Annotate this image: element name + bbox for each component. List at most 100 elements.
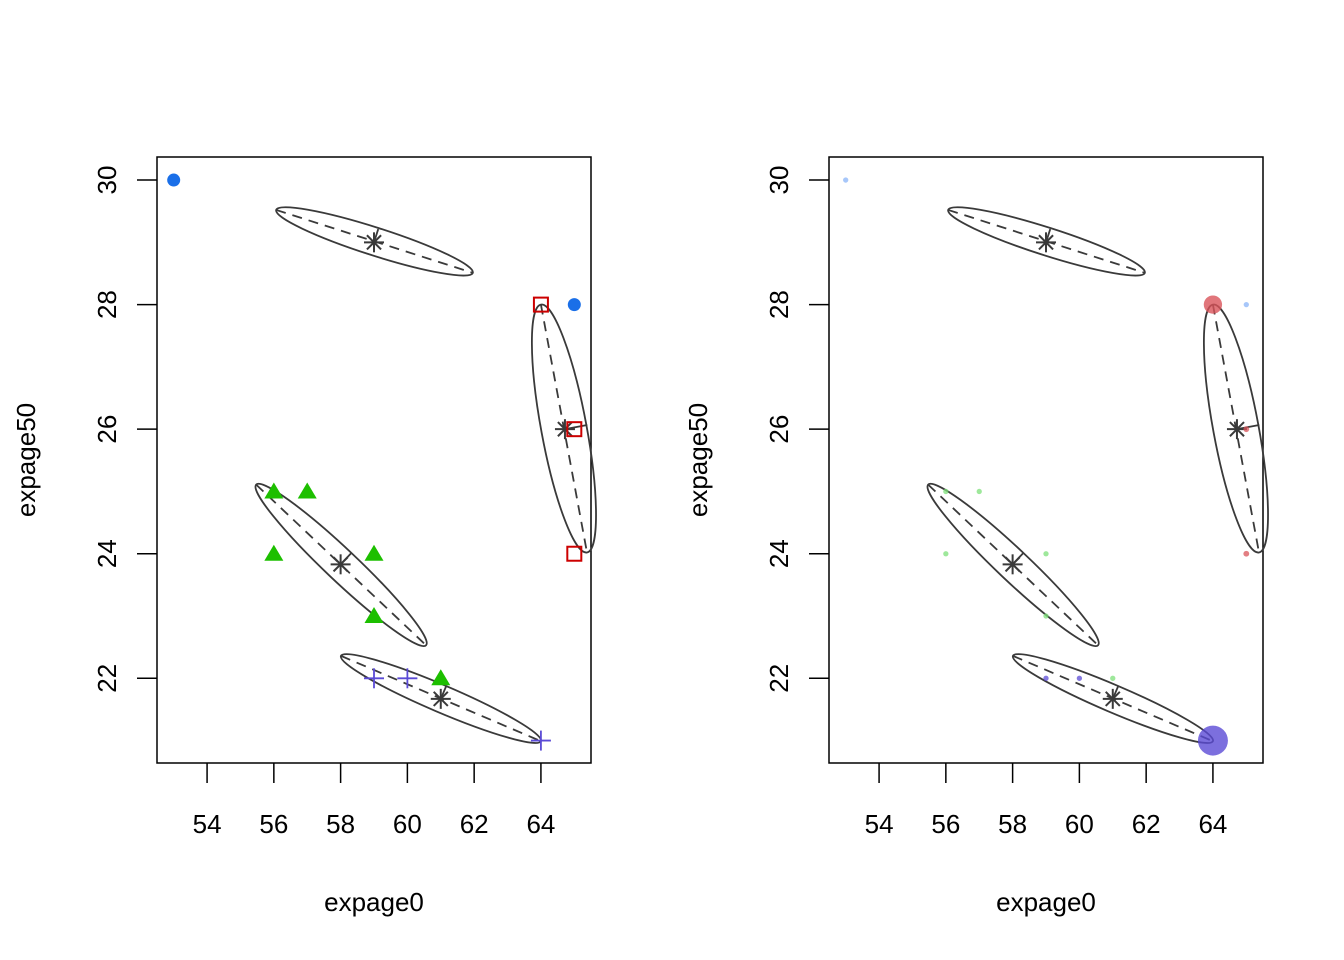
data-point [1203, 295, 1223, 314]
asterisk-stroke [1104, 691, 1121, 707]
x-axis: 54 56 58 60 62 64 [193, 763, 555, 839]
plot-frame [156, 156, 592, 764]
plot-frame [828, 156, 1264, 764]
x-tick-label: 62 [460, 809, 489, 839]
x-tick-label: 56 [931, 809, 960, 839]
x-tick-label: 58 [326, 809, 355, 839]
x-tick-label: 64 [526, 809, 555, 839]
series-cluster-2 [1203, 295, 1250, 557]
x-tick-label: 54 [865, 809, 894, 839]
data-point-plus [364, 668, 384, 689]
cluster-center-marker [364, 232, 384, 253]
data-point [1043, 551, 1049, 557]
cluster-ellipses [254, 206, 597, 744]
series-cluster-4 [1043, 675, 1228, 756]
series-cluster-3 [264, 482, 451, 686]
cluster-ellipse [1202, 303, 1269, 554]
x-tick-label: 60 [1065, 809, 1094, 839]
asterisk-stroke [1229, 421, 1245, 437]
series-cluster-3 [943, 488, 1116, 681]
y-tick-label: 26 [764, 415, 794, 444]
asterisk-stroke [1004, 556, 1021, 573]
y-tick-label: 30 [764, 166, 794, 195]
cluster-ellipse [530, 303, 597, 554]
cluster-ellipse [339, 653, 542, 744]
cluster-center-marker [1002, 554, 1023, 575]
data-point-triangle [264, 544, 284, 561]
data-point [843, 177, 849, 183]
data-point-plus [530, 730, 551, 751]
data-points [167, 173, 583, 751]
data-point [943, 551, 949, 557]
cluster-center-marker [330, 554, 351, 575]
data-point-triangle [297, 482, 317, 499]
cluster-center-marker [430, 688, 451, 709]
data-point-triangle [264, 482, 284, 499]
y-tick-label: 30 [92, 166, 122, 195]
asterisk-stroke [1038, 234, 1054, 251]
data-point [1243, 301, 1249, 308]
ellipse-major-axis [927, 483, 1099, 646]
asterisk-stroke [332, 556, 349, 573]
series-cluster-1 [843, 177, 1249, 308]
y-tick-label: 28 [92, 290, 122, 319]
x-tick-label: 60 [393, 809, 422, 839]
asterisk-stroke [557, 421, 573, 437]
x-axis-title: expage0 [324, 887, 424, 917]
y-axis-title: expage50 [683, 403, 713, 517]
cluster-ellipse [275, 206, 474, 277]
cluster-ellipse [926, 482, 1100, 648]
data-point-triangle [364, 607, 384, 624]
asterisk-stroke [432, 691, 449, 707]
data-point-square [566, 545, 583, 562]
x-tick-label: 62 [1132, 809, 1161, 839]
data-point [976, 488, 982, 495]
series-cluster-1 [167, 173, 581, 312]
data-point [1076, 675, 1083, 681]
data-point-triangle [431, 669, 451, 686]
right-scatter-panel: 54 56 58 60 62 64 22 24 26 28 30 expage0 expage50 [683, 156, 1269, 917]
data-point [1243, 426, 1250, 433]
data-point-square [532, 296, 549, 313]
x-axis: 54 56 58 60 62 64 [865, 763, 1227, 839]
y-tick-label: 24 [92, 539, 122, 568]
y-tick-label: 26 [92, 415, 122, 444]
cluster-ellipse [947, 206, 1146, 277]
data-point-triangle [364, 544, 384, 561]
ellipse-major-axis [255, 483, 427, 646]
cluster-ellipse [1011, 653, 1214, 744]
data-points [843, 177, 1250, 756]
y-axis: 22 24 26 28 30 [764, 166, 829, 693]
left-scatter-panel: 54 56 58 60 62 64 22 24 26 28 30 expage0 expage50 [11, 156, 597, 917]
data-point [943, 488, 949, 495]
x-tick-label: 64 [1198, 809, 1227, 839]
x-axis-title: expage0 [996, 887, 1096, 917]
data-point [1110, 675, 1116, 681]
y-axis: 22 24 26 28 30 [92, 166, 157, 693]
data-point-square [566, 421, 583, 438]
data-point-circle [567, 298, 581, 312]
y-tick-label: 22 [764, 664, 794, 693]
y-axis-title: expage50 [11, 403, 41, 517]
y-tick-label: 24 [764, 539, 794, 568]
y-tick-label: 22 [92, 664, 122, 693]
data-point-plus [397, 668, 418, 689]
data-point [1197, 725, 1228, 756]
x-tick-label: 56 [259, 809, 288, 839]
data-point [1243, 550, 1250, 557]
y-tick-label: 28 [764, 290, 794, 319]
cluster-ellipse [254, 482, 428, 648]
series-cluster-2 [532, 296, 583, 562]
x-tick-label: 58 [998, 809, 1027, 839]
asterisk-stroke [366, 234, 382, 251]
data-point [1043, 613, 1049, 619]
x-tick-label: 54 [193, 809, 222, 839]
cluster-center-marker [1102, 688, 1123, 709]
data-point [1043, 675, 1049, 681]
cluster-center-marker [1036, 232, 1056, 253]
series-cluster-4 [364, 668, 551, 751]
cluster-center-marker [554, 419, 575, 440]
data-point-circle [167, 173, 181, 187]
cluster-ellipses [926, 206, 1269, 744]
